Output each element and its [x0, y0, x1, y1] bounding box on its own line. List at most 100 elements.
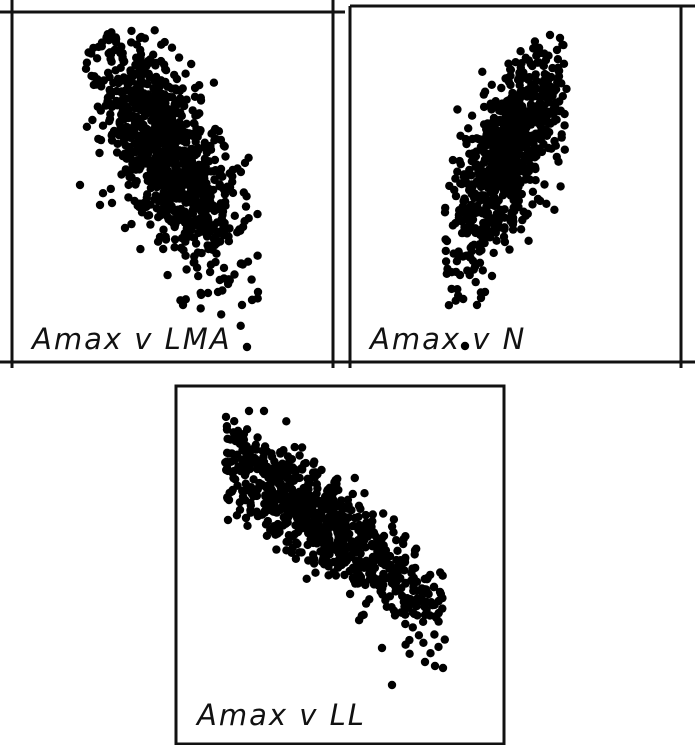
data-point	[500, 237, 510, 247]
data-point	[434, 596, 443, 606]
scatter-points	[440, 30, 571, 351]
data-point	[517, 189, 526, 199]
data-point	[161, 65, 170, 74]
data-point	[448, 221, 458, 230]
data-point	[93, 102, 103, 111]
data-point	[246, 501, 255, 510]
data-point	[291, 554, 301, 563]
data-point	[224, 237, 234, 246]
data-point	[516, 47, 525, 56]
data-point	[544, 107, 553, 117]
data-point	[110, 45, 119, 55]
data-point	[249, 444, 258, 453]
panel-amax-v-lma: Amax v LMA	[0, 0, 345, 370]
data-point	[193, 248, 203, 257]
data-point	[220, 142, 229, 151]
data-point	[227, 487, 236, 496]
data-point	[420, 585, 429, 594]
data-point	[180, 101, 189, 111]
data-point	[503, 121, 513, 131]
data-point	[175, 184, 185, 193]
data-point	[345, 589, 355, 599]
data-point	[149, 125, 158, 135]
data-point	[295, 548, 304, 557]
plot-title: Amax v LMA	[32, 322, 232, 356]
data-point	[269, 522, 279, 531]
data-point	[242, 442, 251, 451]
data-point	[530, 37, 540, 46]
data-point	[440, 635, 449, 644]
data-point	[337, 496, 346, 505]
data-point	[168, 93, 177, 102]
data-point	[385, 560, 395, 569]
data-point	[360, 521, 369, 530]
data-point	[522, 123, 531, 132]
data-point	[302, 574, 311, 583]
data-point	[479, 102, 489, 112]
data-point	[457, 179, 466, 189]
data-point	[334, 556, 343, 565]
data-point	[220, 190, 230, 199]
data-point	[176, 169, 185, 179]
data-point	[467, 111, 477, 120]
data-point	[203, 241, 212, 250]
data-point	[559, 40, 568, 50]
data-point	[131, 103, 140, 112]
data-point	[282, 417, 291, 426]
data-point	[143, 190, 152, 199]
data-point	[441, 257, 451, 266]
data-point	[192, 145, 201, 154]
data-point	[261, 520, 271, 529]
data-point	[554, 66, 564, 75]
data-point	[142, 202, 151, 212]
data-point	[479, 218, 488, 228]
data-point	[182, 119, 191, 128]
data-point	[324, 520, 334, 529]
data-point	[389, 515, 399, 524]
data-point	[529, 134, 538, 144]
data-point	[92, 54, 102, 63]
data-point	[181, 251, 190, 260]
data-point	[526, 100, 536, 109]
data-point	[494, 158, 503, 168]
scatter-points	[221, 406, 449, 690]
data-point	[154, 154, 163, 164]
plot-frame	[174, 384, 506, 745]
data-point	[355, 570, 364, 580]
data-point	[453, 285, 462, 294]
data-point	[399, 539, 408, 549]
data-point	[522, 115, 531, 125]
data-point	[420, 610, 430, 620]
data-point	[323, 558, 333, 567]
data-point	[526, 59, 535, 69]
data-point	[210, 175, 219, 185]
data-point	[516, 131, 525, 140]
data-point	[401, 532, 410, 541]
data-point	[176, 94, 185, 103]
data-point	[145, 132, 154, 142]
data-point	[430, 661, 440, 671]
data-point	[408, 623, 417, 632]
data-point	[272, 545, 281, 554]
data-point	[308, 494, 317, 503]
data-point	[183, 222, 192, 232]
data-point	[294, 522, 304, 531]
data-point	[167, 43, 177, 52]
data-point	[441, 246, 450, 256]
data-point	[521, 211, 530, 220]
data-point	[157, 91, 167, 101]
data-point	[301, 483, 310, 492]
data-point	[137, 154, 146, 163]
data-point	[192, 263, 202, 272]
data-point	[472, 300, 482, 310]
data-point	[478, 227, 487, 237]
data-point	[544, 118, 553, 127]
data-point	[377, 542, 386, 551]
data-point	[301, 517, 310, 526]
data-point	[161, 77, 170, 87]
data-point	[398, 591, 407, 601]
data-point	[169, 205, 178, 214]
panel-amax-v-n: Amax v N	[345, 0, 695, 370]
data-point	[190, 83, 200, 93]
data-point	[222, 425, 232, 434]
